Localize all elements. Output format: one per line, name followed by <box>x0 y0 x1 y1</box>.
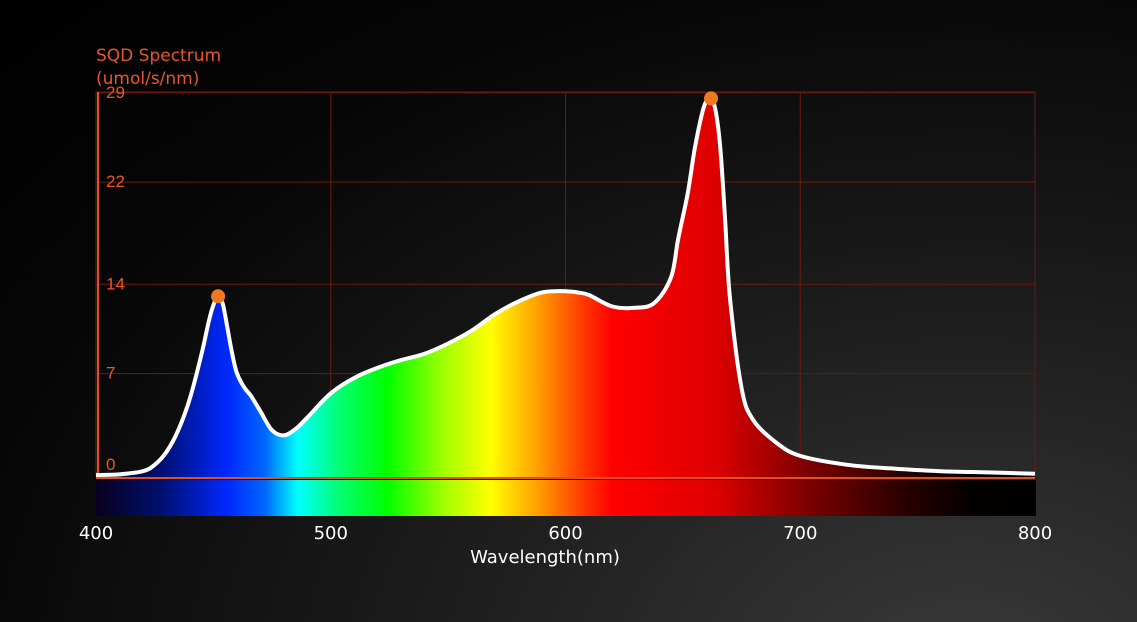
chart-title: SQD Spectrum <box>96 46 221 66</box>
spectrum-color-bar <box>96 480 1036 516</box>
x-tick-label: 400 <box>79 523 113 544</box>
chart-subtitle: (umol/s/nm) <box>96 69 199 89</box>
peak-marker <box>704 91 719 106</box>
y-tick-labels: 0 7 14 22 29 <box>106 83 125 474</box>
x-tick-labels: 400 500 600 700 800 <box>79 523 1052 544</box>
x-tick-label: 800 <box>1018 523 1052 544</box>
x-tick-label: 600 <box>548 523 582 544</box>
spectrum-area <box>96 97 1035 478</box>
grid <box>95 91 1036 476</box>
peak-markers <box>211 91 719 304</box>
y-tick-label: 29 <box>106 83 125 102</box>
x-tick-label: 700 <box>783 523 817 544</box>
y-tick-label: 7 <box>106 364 115 383</box>
peak-marker <box>211 289 226 304</box>
y-tick-label: 0 <box>106 455 115 474</box>
x-axis-label: Wavelength(nm) <box>470 547 620 568</box>
y-tick-label: 14 <box>106 274 125 293</box>
y-tick-label: 22 <box>106 172 125 191</box>
x-tick-label: 500 <box>314 523 348 544</box>
